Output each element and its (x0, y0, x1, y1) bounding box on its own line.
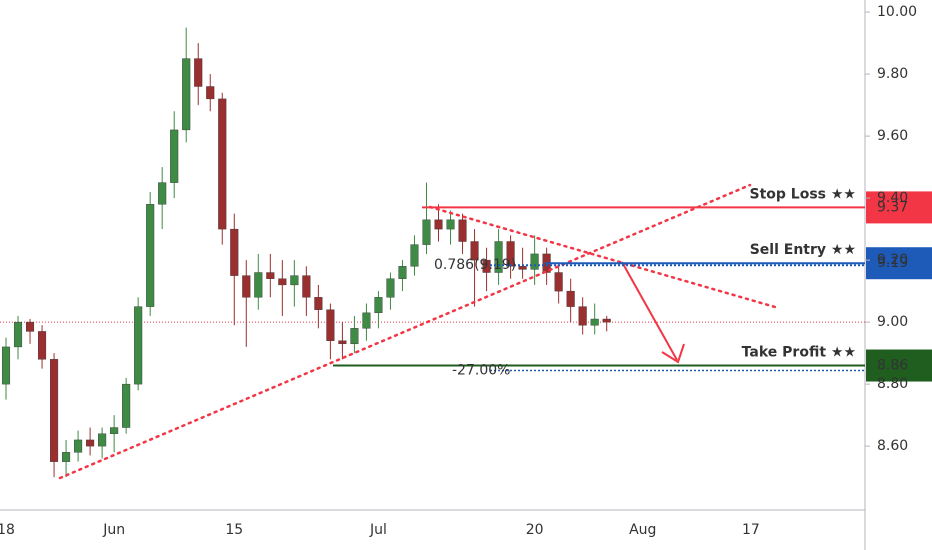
candle-body (182, 58, 191, 131)
candle-body (218, 98, 227, 230)
y-tick-label: 9.20 (877, 252, 908, 268)
candle-body (446, 219, 455, 230)
candle-body (194, 58, 203, 87)
candle-body (290, 275, 299, 286)
overlay: Stop Loss ★★ 9.37 Sell Entry ★★ 9.19 Take Pr… (333, 186, 932, 382)
x-tick-label: 20 (526, 522, 544, 538)
candle-body (62, 452, 71, 462)
candle-body (314, 297, 323, 310)
candle-body (362, 312, 371, 329)
candle-body (338, 340, 347, 345)
candle-body (470, 241, 479, 261)
candle-body (530, 253, 539, 270)
candle-body (134, 306, 143, 385)
y-tick-label: 9.80 (877, 66, 908, 82)
candle-body (566, 290, 575, 307)
price-tag (866, 247, 932, 280)
candle-body (254, 272, 263, 298)
candle-body (86, 439, 95, 447)
candles (0, 27, 865, 478)
candle-body (302, 275, 311, 298)
candle-body (398, 266, 407, 279)
candle-body (98, 433, 107, 447)
price-tag-label: 8.86 (877, 358, 908, 374)
candle-body (38, 331, 47, 360)
level-label: Sell Entry ★★ (750, 242, 856, 258)
y-tick-label: 9.40 (877, 190, 908, 206)
candle-body (350, 328, 359, 345)
candle-body (554, 272, 563, 292)
candle-body (386, 278, 395, 298)
y-tick-label: 8.60 (877, 438, 908, 454)
candle-body (458, 219, 467, 242)
candle-body (602, 318, 611, 323)
candle-body (434, 219, 443, 230)
candle-body (13, 321, 23, 348)
candle-body (590, 318, 599, 326)
candle-body (50, 359, 59, 462)
candle-body (578, 306, 587, 326)
candle-body (1, 346, 11, 385)
candle-body (206, 86, 215, 100)
x-tick-label: 17 (742, 522, 760, 538)
candle-body (266, 272, 275, 279)
candle-body (170, 129, 179, 183)
fib-entry-label: 0.786(9.19) (434, 257, 516, 273)
x-tick-label: Aug (629, 522, 656, 538)
level-label: Stop Loss ★★ (750, 186, 856, 202)
x-tick-label: Jun (102, 522, 125, 538)
candle-body (518, 266, 527, 270)
candle-body (482, 259, 491, 273)
x-tick-label: Jul (369, 522, 387, 538)
price-tag-label: 9.37 (877, 199, 908, 215)
candle-body (146, 204, 155, 307)
candle-body (326, 309, 335, 341)
fib-target-label: -27.00% (452, 363, 510, 379)
candle-body (374, 297, 383, 314)
x-tick-label: 15 (225, 522, 243, 538)
x-tick-label: 18 (0, 522, 15, 538)
candle-body (506, 241, 515, 267)
price-tag (866, 191, 932, 224)
candle-body (74, 439, 83, 453)
arrow-shaft (621, 261, 678, 361)
arrow-head (661, 343, 685, 364)
candle-body (278, 278, 287, 286)
candle-body (25, 321, 35, 332)
candle-body (110, 427, 119, 434)
y-tick-label: 9.00 (877, 314, 908, 330)
candle-body (242, 275, 251, 298)
candle-body (410, 244, 419, 267)
price-tag (866, 349, 932, 382)
rising-trendline (58, 183, 752, 480)
candle-body (422, 219, 431, 245)
candle-body (122, 383, 131, 428)
y-tick-label: 9.60 (877, 128, 908, 144)
candle-body (158, 182, 167, 205)
candle-body (494, 241, 503, 273)
y-tick-label: 10.00 (877, 4, 917, 20)
candle-body (230, 228, 239, 276)
level-label: Take Profit ★★ (742, 345, 856, 361)
y-tick-label: 8.80 (877, 376, 908, 392)
price-tag-label: 9.19 (877, 255, 908, 271)
